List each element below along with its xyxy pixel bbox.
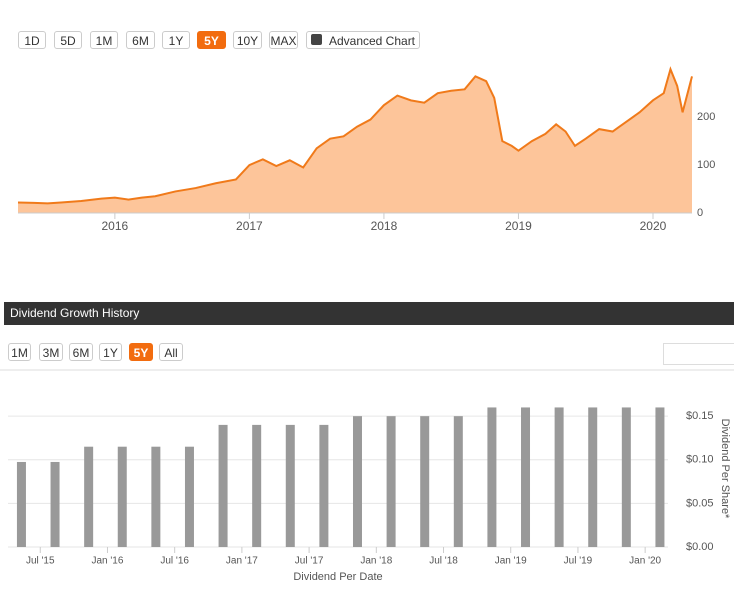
y-tick-label: 100 — [697, 159, 715, 171]
y-tick-label: $0.05 — [686, 497, 714, 509]
x-tick-label: Jan '18 — [360, 556, 392, 567]
x-tick-label: Jan '17 — [226, 556, 258, 567]
chart-icon — [311, 34, 322, 45]
x-axis-title: Dividend Per Date — [293, 571, 382, 583]
range-button[interactable]: 1Y — [162, 31, 190, 49]
x-tick-label: Jan '16 — [92, 556, 124, 567]
bar — [151, 446, 161, 547]
x-tick-label: Jan '19 — [495, 556, 527, 567]
bar — [554, 407, 564, 547]
range-button[interactable]: 6M — [69, 343, 93, 361]
range-button[interactable]: 6M — [126, 31, 155, 49]
bar — [319, 424, 329, 547]
bar — [50, 461, 60, 547]
range-button[interactable]: 1M — [8, 343, 31, 361]
bar — [453, 416, 463, 547]
bar — [487, 407, 497, 547]
y-tick-label: $0.00 — [686, 541, 714, 553]
search-box[interactable] — [663, 343, 734, 365]
y-tick-label: $0.15 — [686, 410, 714, 422]
range-button[interactable]: 5Y — [197, 31, 226, 49]
bar — [184, 446, 194, 547]
y-tick-label: 200 — [697, 111, 715, 123]
x-tick-label: 2020 — [640, 219, 667, 233]
range-button[interactable]: 3M — [39, 343, 63, 361]
range-button[interactable]: 1D — [18, 31, 46, 49]
range-button[interactable]: Advanced Chart — [306, 31, 420, 49]
bar — [386, 416, 396, 547]
x-tick-label: Jul '16 — [160, 556, 189, 567]
bar — [117, 446, 127, 547]
range-button[interactable]: 5D — [54, 31, 82, 49]
bar — [420, 416, 430, 547]
bar — [588, 407, 598, 547]
bar — [285, 424, 295, 547]
section-title: Dividend Growth History — [4, 302, 734, 325]
bar — [218, 424, 228, 547]
bar — [16, 461, 26, 547]
line — [17, 66, 693, 205]
range-button[interactable]: MAX — [269, 31, 298, 49]
bar — [521, 407, 531, 547]
bar — [621, 407, 631, 547]
x-tick-label: Jan '20 — [629, 556, 661, 567]
x-tick-label: Jul '18 — [429, 556, 458, 567]
x-tick-label: 2017 — [236, 219, 263, 233]
y-tick-label: 0 — [697, 207, 703, 219]
x-tick-label: Jul '17 — [295, 556, 324, 567]
range-button[interactable]: All — [159, 343, 183, 361]
x-tick-label: Jul '15 — [26, 556, 55, 567]
y-tick-label: $0.10 — [686, 454, 714, 466]
range-button[interactable]: 10Y — [233, 31, 262, 49]
bar — [655, 407, 665, 547]
area — [18, 69, 692, 213]
range-button[interactable]: 1Y — [99, 343, 122, 361]
bar — [352, 416, 362, 547]
x-tick-label: 2019 — [505, 219, 532, 233]
y-axis-title: Dividend Per Share* — [719, 419, 731, 519]
x-tick-label: Jul '19 — [564, 556, 593, 567]
range-button[interactable]: 5Y — [129, 343, 153, 361]
x-tick-label: 2018 — [371, 219, 398, 233]
x-tick-label: 2016 — [102, 219, 129, 233]
bar — [84, 446, 94, 547]
bar — [252, 424, 262, 547]
range-button[interactable]: 1M — [90, 31, 118, 49]
